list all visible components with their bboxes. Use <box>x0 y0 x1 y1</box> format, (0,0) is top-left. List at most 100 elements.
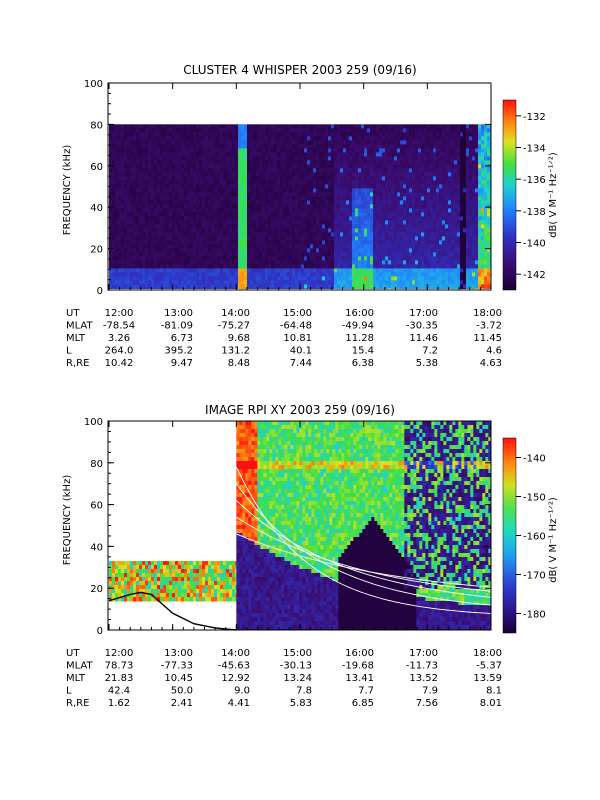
spectrogram-cell <box>454 252 458 257</box>
spectrogram-cell <box>289 200 293 205</box>
spectrogram-cell <box>268 284 272 289</box>
spectrogram-cell <box>403 196 407 201</box>
spectrogram-cell <box>448 260 452 265</box>
spectrogram-cell <box>403 184 407 189</box>
spectrogram-cell <box>241 124 245 129</box>
spectrogram-cell <box>442 136 446 141</box>
spectrogram-cell <box>220 216 224 221</box>
spectrogram-cell <box>295 200 299 205</box>
spectrogram-cell <box>424 224 428 229</box>
spectrogram-cell <box>352 228 356 233</box>
spectrogram-cell <box>163 224 167 229</box>
spectrogram-cell <box>370 268 374 273</box>
spectrogram-cell <box>148 132 152 137</box>
spectrogram-cell <box>400 132 404 137</box>
spectrogram-cell <box>352 172 356 177</box>
spectrogram-cell <box>166 136 170 141</box>
spectrogram-cell <box>334 168 338 173</box>
spectrogram-cell <box>169 136 173 141</box>
spectrogram-cell <box>178 248 182 253</box>
spectrogram-cell <box>376 224 380 229</box>
spectrogram-cell <box>214 192 218 197</box>
spectrogram-cell <box>397 248 401 253</box>
spectrogram-cell <box>286 180 290 185</box>
spectrogram-cell <box>349 236 353 241</box>
spectrogram-cell <box>331 200 335 205</box>
spectrogram-cell <box>256 272 260 277</box>
spectrogram-cell <box>367 280 371 285</box>
spectrogram-cell <box>436 148 440 153</box>
spectrogram-cell <box>409 264 413 269</box>
spectrogram-cell <box>244 288 248 289</box>
spectrogram-cell <box>433 148 437 153</box>
spectrogram-cell <box>451 236 455 241</box>
spectrogram-cell <box>184 248 188 253</box>
spectrogram-cell <box>322 256 326 261</box>
spectrogram-cell <box>337 204 341 209</box>
spectrogram-cell <box>397 264 401 269</box>
spectrogram-cell <box>367 152 371 157</box>
spectrogram-cell <box>259 236 263 241</box>
spectrogram-cell <box>160 128 164 133</box>
spectrogram-cell <box>301 208 305 213</box>
spectrogram-cell <box>319 268 323 273</box>
spectrogram-cell <box>136 264 140 269</box>
spectrogram-cell <box>154 284 158 289</box>
spectrogram-cell <box>427 164 431 169</box>
spectrogram-cell <box>352 248 356 253</box>
spectrogram-cell <box>382 128 386 133</box>
spectrogram-cell <box>463 152 467 157</box>
spectrogram-cell <box>439 256 443 261</box>
spectrogram-cell <box>415 188 419 193</box>
spectrogram-cell <box>460 256 464 261</box>
spectrogram-cell <box>148 248 152 253</box>
spectrogram-cell <box>298 224 302 229</box>
spectrogram-cell <box>109 140 113 145</box>
spectrogram-cell <box>175 284 179 289</box>
spectrogram-cell <box>184 288 188 289</box>
spectrogram-cell <box>157 164 161 169</box>
spectrogram-cell <box>301 148 305 153</box>
spectrogram-cell <box>160 264 164 269</box>
spectrogram-cell <box>202 136 206 141</box>
spectrogram-cell <box>346 284 350 289</box>
spectrogram-cell <box>277 264 281 269</box>
spectrogram-cell <box>439 164 443 169</box>
spectrogram-cell <box>169 216 173 221</box>
spectrogram-cell <box>346 168 350 173</box>
spectrogram-cell <box>307 268 311 273</box>
spectrogram-cell <box>265 200 269 205</box>
spectrogram-cell <box>346 200 350 205</box>
spectrogram-cell <box>418 220 422 225</box>
spectrogram-cell <box>301 236 305 241</box>
spectrogram-cell <box>376 148 380 153</box>
spectrogram-cell <box>184 136 188 141</box>
spectrogram-cell <box>415 148 419 153</box>
spectrogram-cell <box>358 236 362 241</box>
spectrogram-cell <box>295 168 299 173</box>
spectrogram-cell <box>154 164 158 169</box>
spectrogram-cell <box>397 192 401 197</box>
spectrogram-cell <box>286 148 290 153</box>
spectrogram-cell <box>115 176 119 181</box>
spectrogram-cell <box>130 268 134 273</box>
spectrogram-cell <box>418 248 422 253</box>
spectrogram-cell <box>256 216 260 221</box>
spectrogram-cell <box>370 276 374 281</box>
spectrogram-cell <box>397 136 401 141</box>
spectrogram-cell <box>142 248 146 253</box>
spectrogram-cell <box>424 128 428 133</box>
spectrogram-cell <box>436 220 440 225</box>
spectrogram-cell <box>376 196 380 201</box>
spectrogram-cell <box>415 216 419 221</box>
spectrogram-cell <box>349 156 353 161</box>
spectrogram-cell <box>307 148 311 153</box>
spectrogram-cell <box>463 212 467 217</box>
spectrogram-cell <box>409 268 413 273</box>
spectrogram-cell <box>313 260 317 265</box>
spectrogram-cell <box>424 232 428 237</box>
spectrogram-cell <box>367 160 371 165</box>
spectrogram-cell <box>418 216 422 221</box>
spectrogram-cell <box>391 124 395 129</box>
spectrogram-cell <box>235 216 239 221</box>
